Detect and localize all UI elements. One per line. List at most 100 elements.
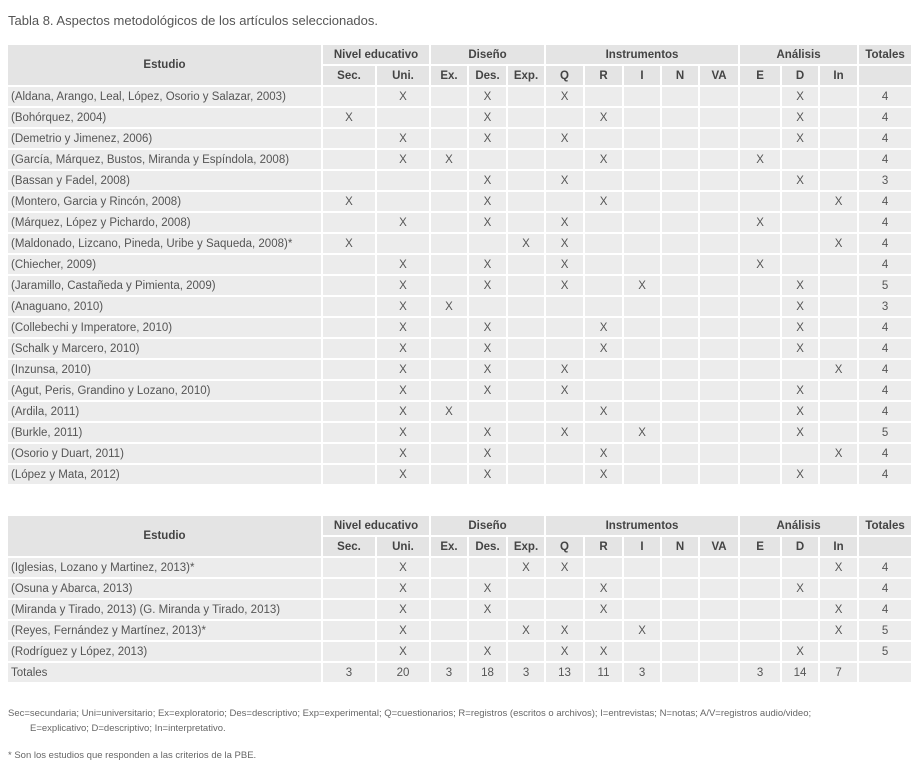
table-cell — [700, 663, 739, 682]
row-total: 4 — [859, 255, 912, 274]
table-cell — [323, 318, 375, 337]
table-row: (Demetrio y Jimenez, 2006) X X X X 4 — [8, 129, 912, 148]
header-subcolumn: Des. — [469, 66, 506, 85]
table-cell: X — [469, 171, 506, 190]
table-cell — [431, 318, 467, 337]
table-cell — [662, 360, 699, 379]
table-cell — [662, 234, 699, 253]
table-cell: X — [820, 444, 858, 463]
table-cell: X — [377, 642, 429, 661]
table-cell: X — [782, 381, 819, 400]
table-cell: X — [585, 600, 623, 619]
table-cell: X — [469, 255, 506, 274]
table-cell — [323, 150, 375, 169]
table-cell — [700, 642, 739, 661]
table-cell — [624, 108, 661, 127]
table-cell — [585, 423, 623, 442]
table-cell — [323, 579, 375, 598]
table-cell — [469, 402, 506, 421]
header-subcolumn: Ex. — [431, 66, 467, 85]
table-cell: X — [782, 108, 819, 127]
table-cell — [546, 444, 584, 463]
table-cell — [700, 276, 739, 295]
table-cell — [740, 87, 781, 106]
table-cell — [323, 642, 375, 661]
row-total: 4 — [859, 87, 912, 106]
table-cell — [820, 297, 858, 316]
table-cell: X — [585, 642, 623, 661]
table-cell — [585, 234, 623, 253]
table-cell — [782, 444, 819, 463]
table-cell — [431, 444, 467, 463]
table-cell — [431, 465, 467, 484]
table-cell — [431, 381, 467, 400]
table-cell: X — [431, 402, 467, 421]
table-cell — [546, 579, 584, 598]
table-cell: X — [782, 423, 819, 442]
table-cell — [820, 255, 858, 274]
table-cell: X — [323, 192, 375, 211]
row-total: 4 — [859, 318, 912, 337]
table-cell: X — [431, 150, 467, 169]
header-subcolumn: N — [662, 537, 699, 556]
table-cell — [624, 150, 661, 169]
table-cell — [782, 213, 819, 232]
table-cell — [662, 129, 699, 148]
table-cell — [700, 381, 739, 400]
study-name: (Márquez, López y Pichardo, 2008) — [8, 213, 321, 232]
table-cell: X — [377, 402, 429, 421]
table-cell — [700, 192, 739, 211]
table-cell — [377, 108, 429, 127]
table-cell — [740, 108, 781, 127]
table-cell — [662, 213, 699, 232]
table-cell — [700, 213, 739, 232]
table-cell — [782, 558, 819, 577]
study-name: (Aldana, Arango, Leal, López, Osorio y S… — [8, 87, 321, 106]
table-cell: 3 — [323, 663, 375, 682]
table-cell: X — [546, 87, 584, 106]
header-subcolumn: D — [782, 66, 819, 85]
table-cell — [820, 213, 858, 232]
table-cell: 13 — [546, 663, 584, 682]
header-subcolumn: I — [624, 66, 661, 85]
header-subcolumn: In — [820, 66, 858, 85]
table-cell — [662, 402, 699, 421]
study-name: (Jaramillo, Castañeda y Pimienta, 2009) — [8, 276, 321, 295]
row-total: 3 — [859, 171, 912, 190]
table-cell: X — [820, 558, 858, 577]
table-cell — [820, 579, 858, 598]
row-total: 4 — [859, 339, 912, 358]
table-cell — [585, 276, 623, 295]
study-name: (Burkle, 2011) — [8, 423, 321, 442]
header-subcolumn: VA — [700, 66, 739, 85]
table-cell: X — [323, 234, 375, 253]
table-cell — [469, 558, 506, 577]
table-cell — [740, 192, 781, 211]
table-cell: X — [585, 579, 623, 598]
table-cell: X — [820, 600, 858, 619]
table-cell — [820, 642, 858, 661]
row-total: 4 — [859, 360, 912, 379]
table-cell — [431, 423, 467, 442]
table-cell — [740, 276, 781, 295]
header-row-groups: Estudio Nivel educativo Diseño Instrumentos… — [8, 516, 912, 556]
table-cell — [662, 579, 699, 598]
table-cell — [323, 276, 375, 295]
table-cell — [323, 339, 375, 358]
table-cell: X — [546, 213, 584, 232]
table-cell — [585, 255, 623, 274]
table-cell — [585, 360, 623, 379]
table-cell — [508, 276, 545, 295]
table-cell: X — [469, 579, 506, 598]
table-cell: X — [546, 234, 584, 253]
table-cell — [740, 129, 781, 148]
table-cell — [585, 381, 623, 400]
table-row: (Bassan y Fadel, 2008) X X X 3 — [8, 171, 912, 190]
table-cell — [820, 108, 858, 127]
table-cell — [782, 600, 819, 619]
table-cell: X — [546, 360, 584, 379]
table-cell: X — [546, 642, 584, 661]
table-cell: X — [377, 579, 429, 598]
header-group: Diseño — [431, 45, 545, 64]
header-group: Instrumentos — [546, 516, 739, 535]
